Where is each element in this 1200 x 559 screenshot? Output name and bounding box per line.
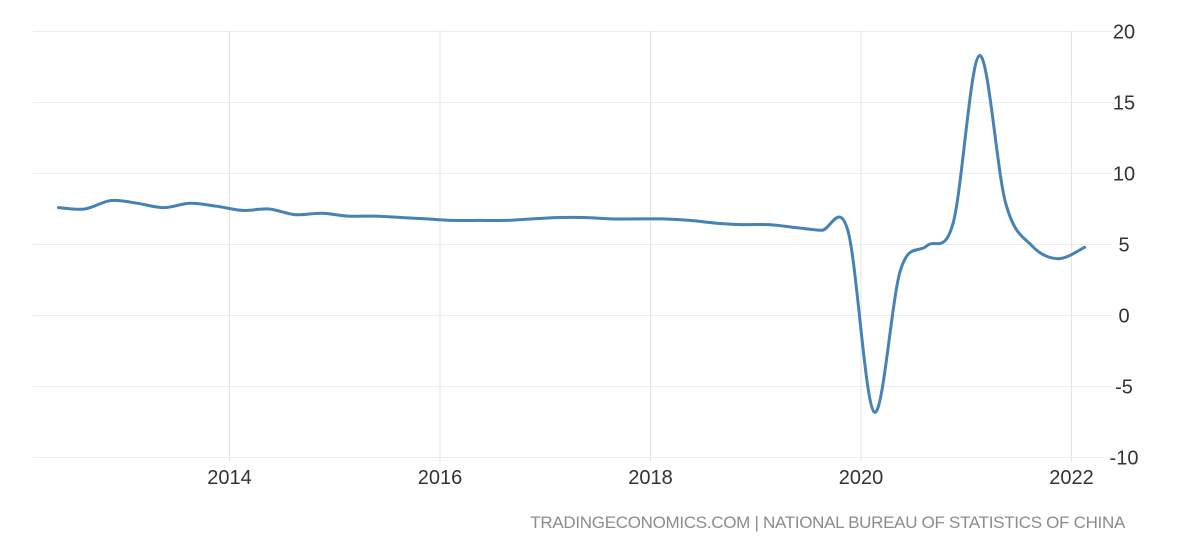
x-tick-label: 2016	[418, 467, 463, 489]
y-tick-label: 20	[1113, 22, 1135, 44]
y-tick-label: -10	[1110, 448, 1139, 470]
x-tick-label: 2020	[839, 467, 884, 489]
axis-tick-labels: 20 15 10 5 0 -5 -10 2014 2016 2018 2020 2022	[207, 22, 1138, 490]
y-tick-label: 0	[1118, 306, 1129, 328]
y-tick-label: 5	[1118, 235, 1129, 257]
vertical-gridlines	[229, 31, 1072, 462]
x-tick-label: 2018	[628, 467, 673, 489]
y-tick-label: 10	[1113, 164, 1135, 186]
x-tick-label: 2022	[1049, 467, 1094, 489]
source-attribution: TRADINGECONOMICS.COM | NATIONAL BUREAU O…	[530, 513, 1125, 532]
series-line	[57, 54, 1087, 414]
y-tick-label: -5	[1115, 377, 1133, 399]
y-tick-label: 15	[1113, 93, 1135, 115]
x-tick-label: 2014	[207, 467, 252, 489]
horizontal-gridlines	[33, 31, 1112, 458]
